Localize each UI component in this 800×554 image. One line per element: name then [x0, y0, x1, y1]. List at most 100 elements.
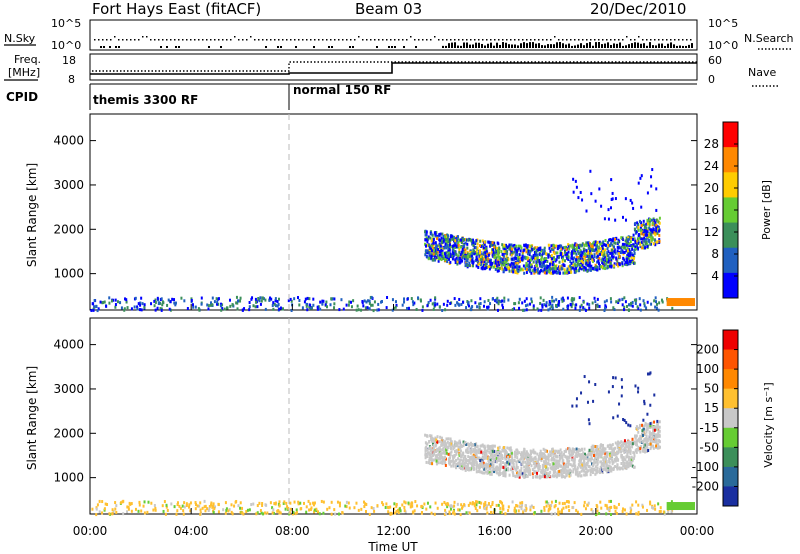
range-cell	[517, 451, 520, 455]
noise-sky-dot	[94, 39, 96, 41]
range-cell	[437, 247, 440, 251]
range-cell	[645, 430, 648, 434]
colorbar-swatch	[723, 272, 738, 299]
range-cell	[564, 454, 567, 458]
range-cell	[544, 465, 547, 469]
range-cell	[174, 303, 177, 307]
range-cell	[643, 438, 646, 442]
range-cell	[490, 444, 493, 448]
range-cell	[543, 246, 546, 250]
range-cell	[637, 228, 640, 232]
range-cell	[435, 459, 438, 463]
range-cell	[624, 239, 627, 243]
range-cell	[444, 257, 447, 261]
range-cell	[493, 260, 496, 264]
range-cell	[646, 222, 649, 226]
range-cell	[508, 269, 511, 273]
noise-search-bar	[544, 45, 546, 48]
range-cell	[446, 445, 449, 449]
range-cell	[482, 263, 485, 267]
range-cell	[199, 512, 202, 516]
range-cell	[497, 456, 500, 460]
range-cell	[637, 427, 640, 431]
range-cell	[521, 472, 524, 476]
range-cell	[516, 271, 519, 275]
range-cell	[602, 457, 605, 461]
noise-sky-dot	[398, 39, 400, 41]
range-cell	[575, 470, 578, 474]
range-cell	[122, 512, 125, 516]
range-cell	[589, 255, 592, 259]
noise-sky-dot	[286, 39, 288, 41]
range-cell	[610, 469, 613, 473]
range-cell	[475, 450, 478, 454]
range-cell	[454, 465, 457, 469]
range-cell	[633, 441, 636, 445]
range-cell	[620, 443, 623, 447]
range-cell	[512, 244, 515, 248]
range-cell	[211, 505, 214, 509]
range-cell	[98, 499, 101, 503]
range-cell	[438, 452, 441, 456]
range-cell	[558, 246, 561, 250]
range-cell	[511, 500, 514, 504]
noise-search-bar	[505, 42, 507, 48]
range-cell	[596, 458, 599, 462]
range-cell	[476, 242, 479, 246]
noise-sky-dot	[390, 39, 392, 41]
range-cell	[546, 475, 549, 479]
range-cell	[476, 238, 479, 242]
range-cell	[228, 298, 231, 302]
range-cell	[558, 300, 561, 304]
range-cell	[530, 464, 533, 468]
range-cell	[541, 269, 544, 273]
range-cell	[558, 473, 561, 477]
range-cell	[595, 265, 598, 269]
range-cell	[624, 260, 627, 264]
range-cell	[542, 447, 545, 451]
range-cell	[564, 250, 567, 254]
range-cell	[426, 251, 429, 255]
range-cell	[557, 507, 560, 511]
range-cell	[502, 507, 505, 511]
range-cell	[518, 475, 521, 479]
noise-search-bar	[466, 42, 468, 48]
range-cell	[511, 307, 514, 311]
range-cell	[178, 504, 181, 508]
range-cell	[171, 297, 174, 301]
range-cell	[629, 254, 632, 258]
range-cell	[502, 446, 505, 450]
range-cell	[644, 225, 647, 229]
range-cell	[457, 445, 460, 449]
range-cell	[190, 297, 193, 301]
range-cell	[186, 307, 189, 311]
range-cell	[541, 452, 544, 456]
range-cell	[463, 463, 466, 467]
range-cell	[454, 245, 457, 249]
range-cell	[505, 451, 508, 455]
range-cell	[551, 267, 554, 271]
range-cell	[101, 500, 104, 504]
range-cell	[467, 459, 470, 463]
range-cell	[581, 455, 584, 459]
range-cell	[539, 301, 542, 305]
range-cell	[461, 506, 464, 510]
range-cell	[640, 174, 643, 178]
range-cell	[455, 450, 458, 454]
range-cell	[536, 260, 539, 264]
range-cell	[484, 262, 487, 266]
range-cell	[434, 241, 437, 245]
range-cell	[495, 466, 498, 470]
range-cell	[631, 442, 634, 446]
noise-search-bar	[265, 46, 267, 48]
range-cell	[625, 241, 628, 245]
range-cell	[190, 298, 193, 302]
range-cell	[645, 242, 648, 246]
range-cell	[656, 434, 659, 438]
range-cell	[116, 300, 119, 304]
range-cell	[469, 249, 472, 253]
range-cell	[537, 247, 540, 251]
range-cell	[493, 457, 496, 461]
range-cell	[564, 259, 567, 263]
range-cell	[626, 453, 629, 457]
